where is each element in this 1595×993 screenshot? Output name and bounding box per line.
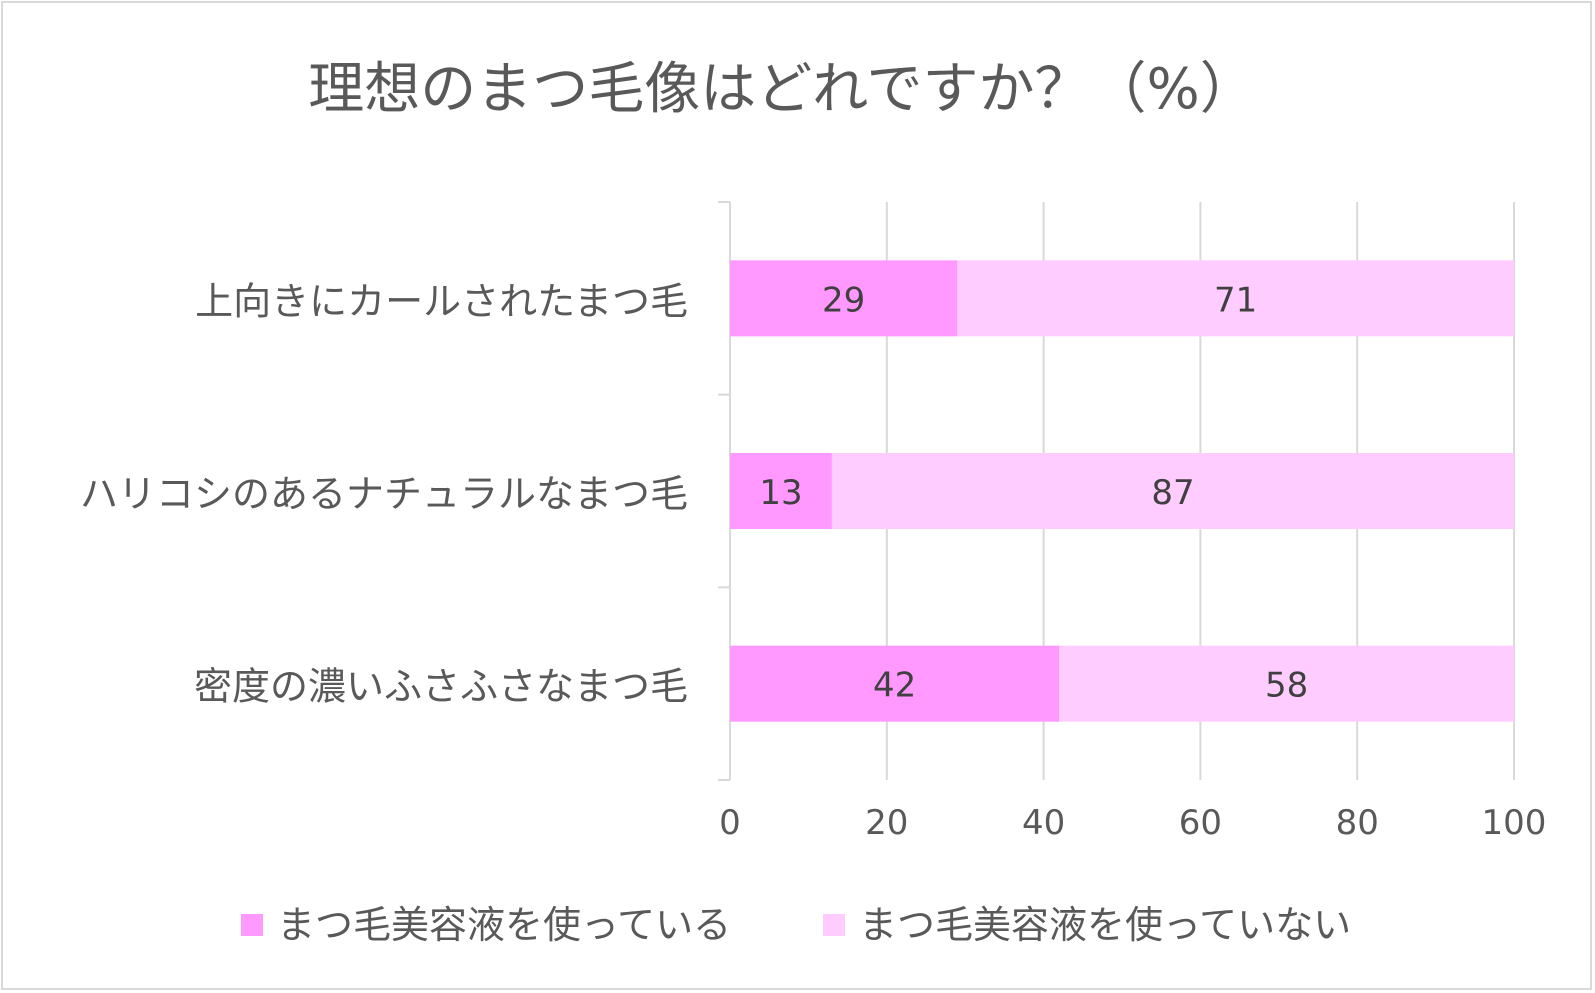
x-tick-label: 40 (1022, 803, 1065, 843)
category-label: ハリコシのあるナチュラルなまつ毛 (80, 472, 688, 516)
bar-segment (730, 645, 1060, 722)
bar-segment (1059, 645, 1514, 722)
category-labels: 上向きにカールされたまつ毛ハリコシのあるナチュラルなまつ毛密度の濃いふさふさなま… (80, 279, 688, 708)
x-tick-label: 20 (865, 803, 908, 843)
data-label: 42 (873, 666, 916, 706)
bar-segment (730, 453, 832, 529)
chart-title: 理想のまつ毛像はどれですか？（%） (308, 57, 1256, 122)
data-label: 29 (822, 280, 865, 320)
data-label: 58 (1265, 666, 1308, 706)
data-label: 87 (1151, 473, 1194, 513)
bar-segment (957, 260, 1514, 337)
bars (730, 260, 1514, 722)
bar-segment (730, 260, 958, 337)
legend-label: まつ毛美容液を使っていない (859, 903, 1351, 947)
x-tick-label: 80 (1336, 803, 1379, 843)
legend-swatch (241, 914, 263, 936)
x-tick-label: 0 (719, 803, 741, 843)
data-labels: 29 71 13 87 42 58 (759, 280, 1308, 705)
legend: まつ毛美容液を使っている まつ毛美容液を使っていない (241, 903, 1351, 947)
data-label: 71 (1214, 280, 1257, 320)
category-axis (718, 201, 731, 781)
x-tick-label: 60 (1179, 803, 1222, 843)
x-tick-labels: 0 20 40 60 80 100 (719, 803, 1546, 843)
legend-label: まつ毛美容液を使っている (277, 903, 731, 947)
category-label: 上向きにカールされたまつ毛 (195, 279, 688, 323)
x-tick-label: 100 (1482, 803, 1547, 843)
bar-segment (831, 453, 1514, 529)
data-label: 13 (759, 473, 802, 513)
legend-swatch (823, 914, 845, 936)
category-label: 密度の濃いふさふさなまつ毛 (194, 665, 688, 709)
